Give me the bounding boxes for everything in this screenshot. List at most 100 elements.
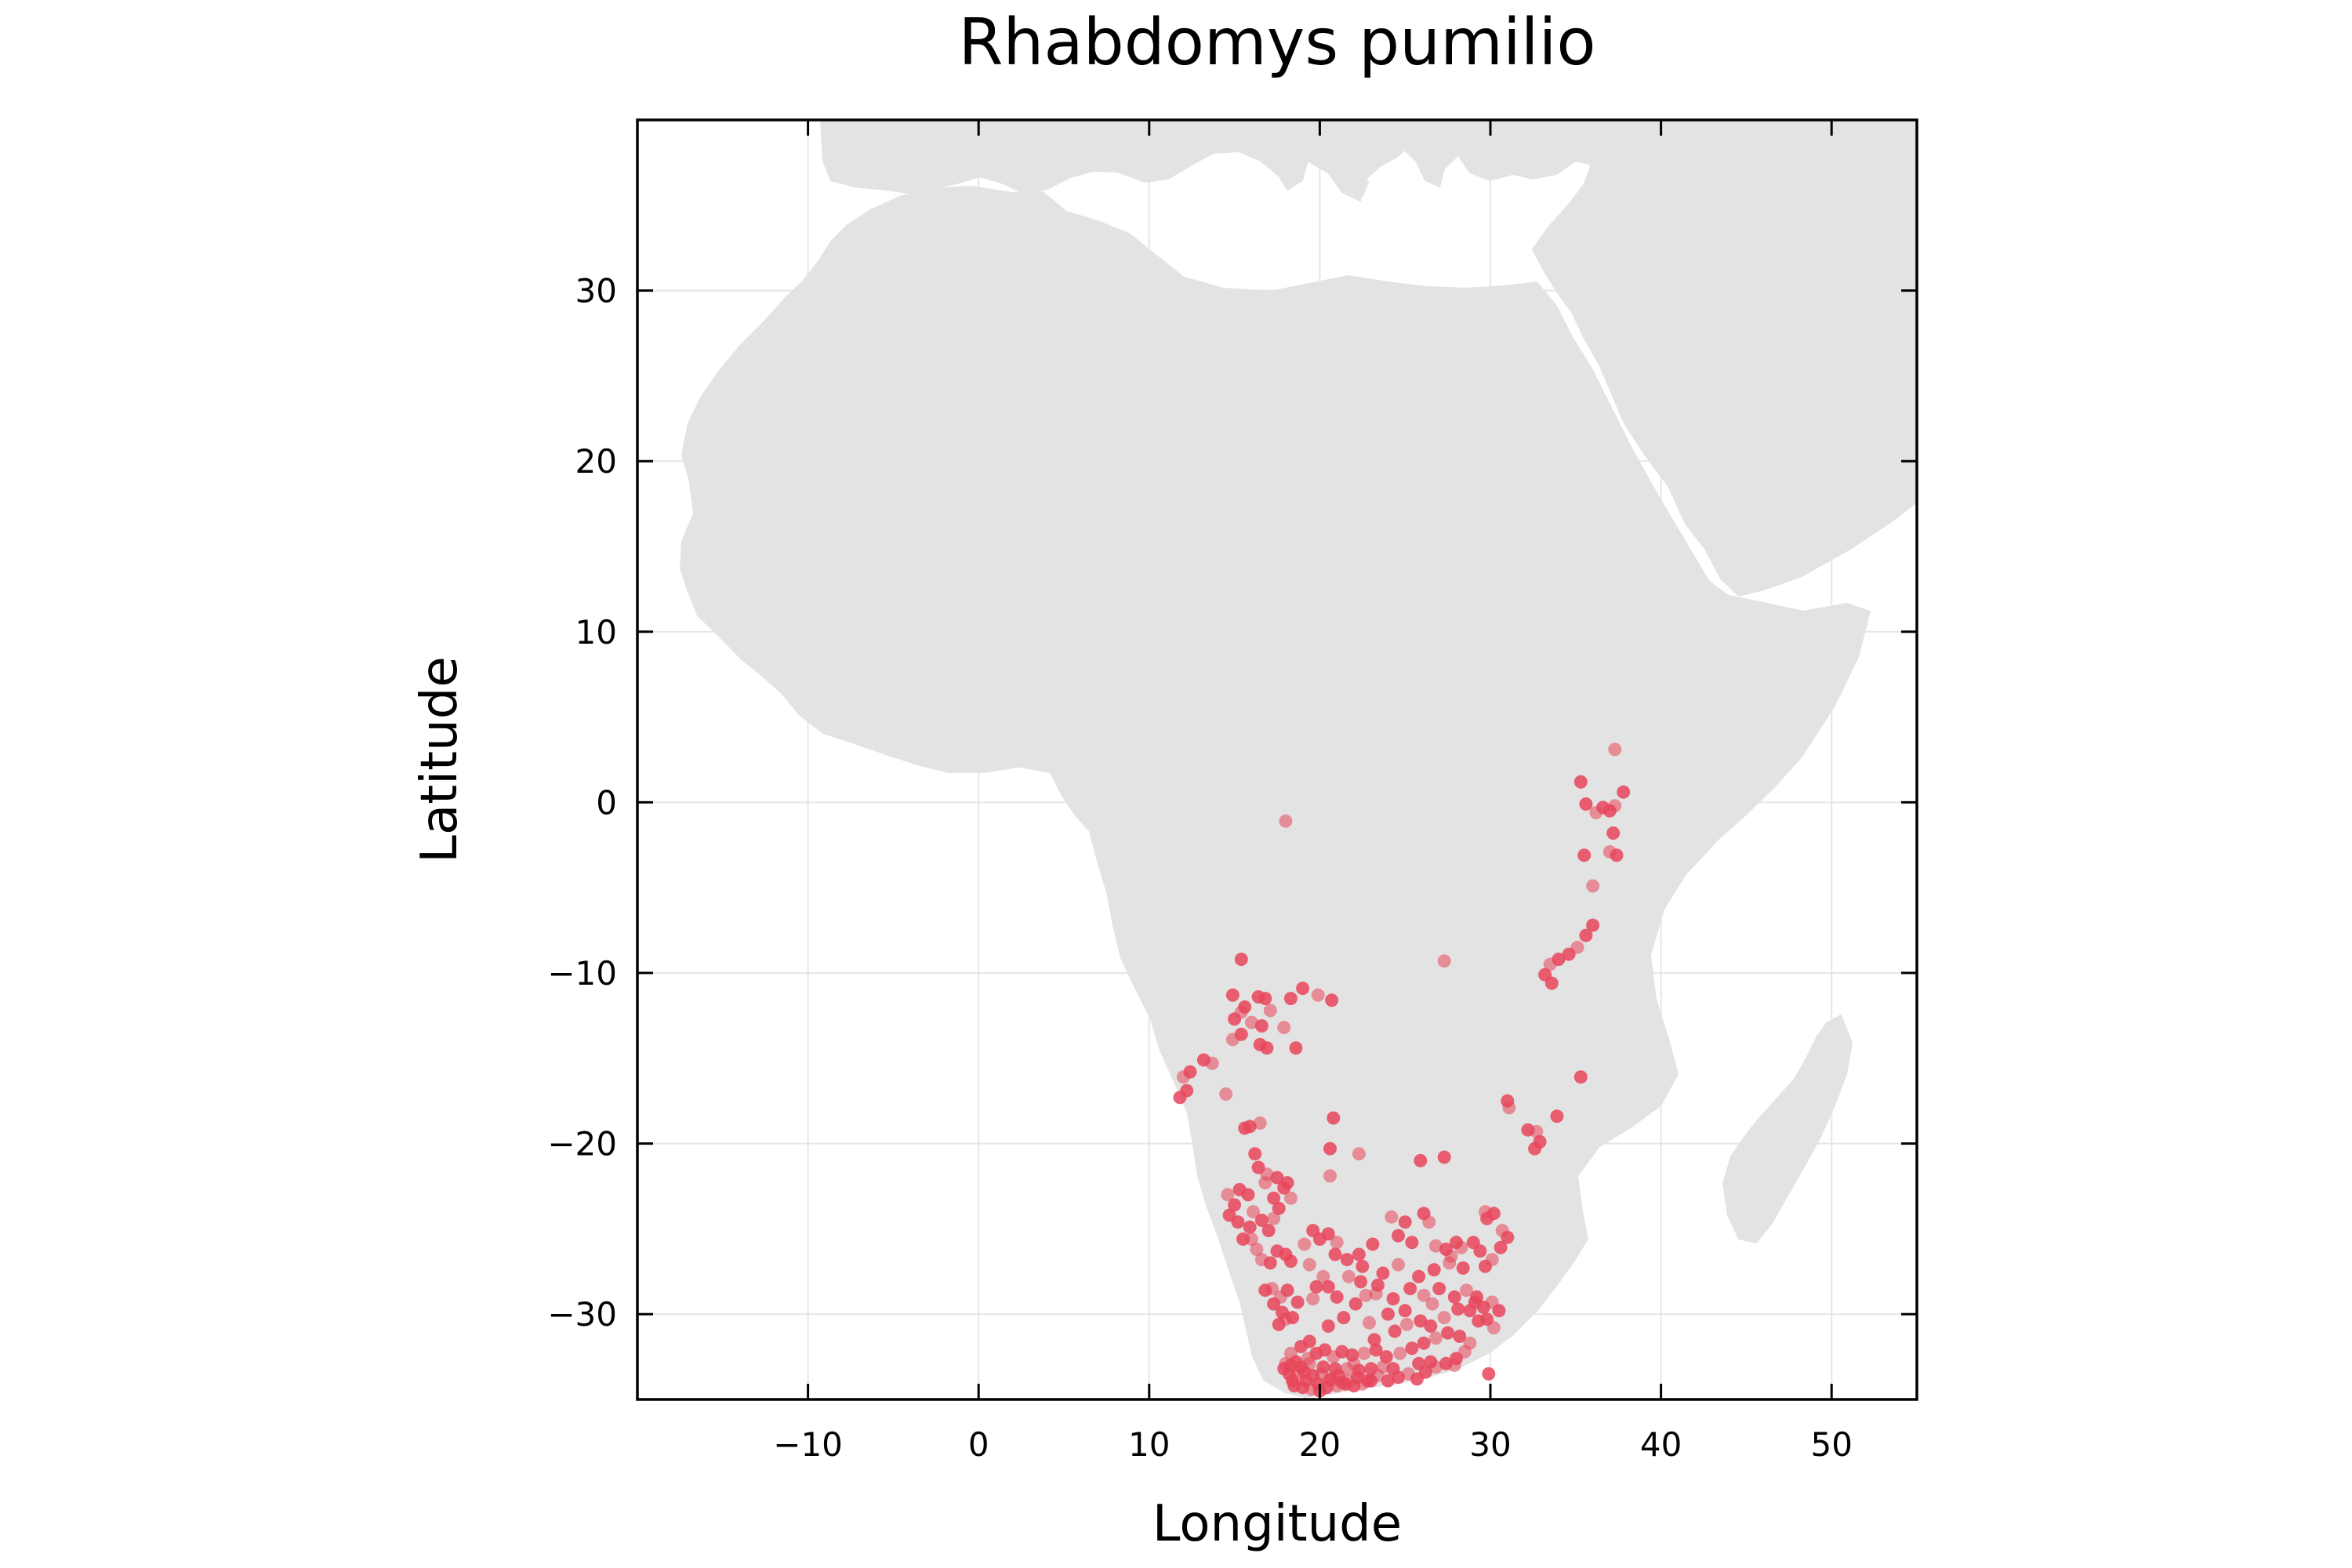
occurrence-point	[1352, 1147, 1366, 1161]
occurrence-point	[1337, 1311, 1351, 1325]
occurrence-point	[1328, 1247, 1342, 1261]
occurrence-point	[1437, 954, 1451, 968]
occurrence-point	[1457, 1345, 1472, 1359]
occurrence-point	[1328, 1362, 1342, 1376]
occurrence-point	[1253, 1116, 1267, 1130]
occurrence-point	[1617, 785, 1631, 799]
occurrence-point	[1579, 797, 1593, 811]
occurrence-point	[1417, 1336, 1431, 1350]
middle-east-landmass	[1442, 120, 1917, 597]
occurrence-point	[1610, 848, 1624, 862]
occurrence-point	[1428, 1239, 1443, 1253]
occurrence-point	[1376, 1360, 1390, 1374]
occurrence-point	[1424, 1319, 1438, 1333]
occurrence-point	[1359, 1288, 1373, 1302]
occurrence-point	[1272, 1317, 1286, 1331]
occurrence-point	[1279, 814, 1293, 828]
occurrence-point	[1302, 1356, 1316, 1370]
occurrence-point	[1289, 1041, 1303, 1055]
occurrence-point	[1330, 1236, 1344, 1250]
y-tick-label: 20	[575, 442, 617, 481]
occurrence-point	[1482, 1367, 1496, 1381]
occurrence-point	[1453, 1330, 1467, 1343]
occurrence-point	[1444, 1249, 1458, 1263]
axis-ticks	[637, 120, 1917, 1399]
occurrence-point	[1502, 1101, 1516, 1115]
occurrence-point	[1357, 1346, 1371, 1360]
occurrence-point	[1392, 1258, 1405, 1272]
occurrence-point	[1370, 1278, 1385, 1292]
occurrence-point	[1260, 1041, 1274, 1055]
x-tick-label: 30	[1469, 1425, 1511, 1464]
occurrence-point	[1352, 1247, 1366, 1261]
occurrence-point	[1472, 1314, 1486, 1328]
occurrence-point	[1412, 1269, 1426, 1283]
chart-title: Rhabdomys pumilio	[958, 5, 1595, 80]
occurrence-point	[1573, 1070, 1588, 1084]
y-axis-title: Latitude	[411, 656, 469, 862]
occurrence-point	[1347, 1356, 1361, 1370]
y-tick-label: 0	[596, 783, 617, 822]
occurrence-point	[1231, 1215, 1245, 1229]
y-tick-label: −20	[547, 1125, 617, 1163]
occurrence-point	[1321, 1319, 1335, 1333]
occurrence-point	[1299, 1374, 1313, 1388]
occurrence-point	[1327, 1111, 1341, 1125]
occurrence-point	[1447, 1290, 1461, 1304]
occurrence-point	[1417, 1288, 1431, 1302]
occurrence-point	[1248, 1147, 1262, 1161]
occurrence-point	[1277, 1021, 1291, 1035]
occurrence-point	[1263, 1256, 1277, 1270]
occurrence-point	[1219, 1087, 1233, 1101]
occurrence-point	[1530, 1124, 1544, 1138]
occurrence-point	[1263, 1004, 1277, 1018]
occurrence-point	[1414, 1153, 1428, 1167]
occurrence-point	[1492, 1304, 1506, 1318]
occurrence-point	[1286, 1311, 1300, 1325]
occurrence-point	[1573, 775, 1588, 789]
occurrence-point	[1543, 957, 1557, 971]
occurrence-point	[1323, 1142, 1337, 1156]
occurrence-point	[1376, 1266, 1390, 1280]
occurrence-point	[1306, 1292, 1320, 1306]
occurrence-point	[1236, 1232, 1250, 1246]
occurrence-point	[1228, 1198, 1242, 1212]
occurrence-point	[1399, 1317, 1414, 1331]
occurrence-point	[1196, 1053, 1210, 1067]
occurrence-point	[1392, 1229, 1405, 1243]
occurrence-point	[1533, 1134, 1547, 1149]
y-tick-label: 30	[575, 272, 617, 310]
occurrence-point	[1311, 1377, 1325, 1391]
occurrence-point	[1321, 1227, 1335, 1241]
occurrence-point	[1283, 1191, 1298, 1205]
occurrence-point	[1258, 1176, 1272, 1190]
occurrence-point	[1494, 1240, 1508, 1254]
occurrence-point	[1427, 1263, 1441, 1277]
occurrence-point	[1267, 1191, 1281, 1205]
occurrence-point	[1309, 1279, 1323, 1294]
italy-landmass	[1273, 120, 1369, 197]
x-axis-tick-labels: −10 0 10 20 30 40 50	[773, 1425, 1853, 1464]
occurrence-point	[1441, 1326, 1455, 1340]
occurrence-point	[1316, 1360, 1330, 1374]
occurrence-point	[1335, 1375, 1349, 1389]
occurrence-point	[1356, 1259, 1370, 1273]
occurrence-point	[1348, 1297, 1363, 1311]
madagascar-landmass	[1722, 1014, 1853, 1243]
occurrence-point	[1302, 1258, 1316, 1272]
occurrence-point	[1586, 918, 1600, 932]
occurrence-point	[1381, 1307, 1395, 1321]
occurrence-point	[1460, 1283, 1473, 1298]
occurrence-point	[1405, 1236, 1419, 1250]
occurrence-point	[1367, 1333, 1381, 1347]
occurrence-point	[1369, 1343, 1383, 1357]
occurrence-point	[1550, 1109, 1564, 1123]
occurrence-point	[1247, 1205, 1260, 1219]
occurrence-point	[1335, 1345, 1349, 1359]
x-tick-label: 50	[1810, 1425, 1852, 1464]
occurrence-point	[1437, 1150, 1451, 1164]
occurrence-point	[1228, 1012, 1242, 1026]
occurrence-point	[1424, 1355, 1438, 1369]
occurrence-point	[1311, 988, 1325, 1002]
